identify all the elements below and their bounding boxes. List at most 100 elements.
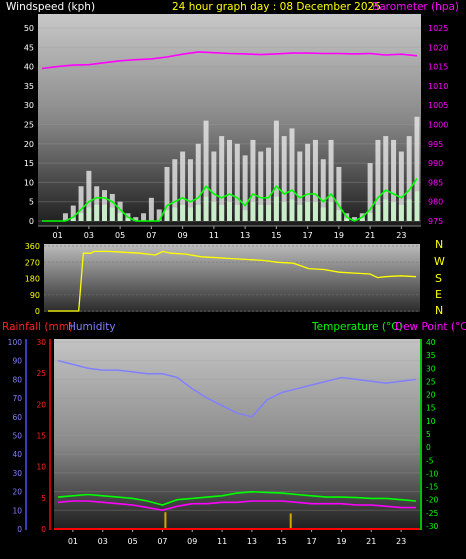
windspeed-tick: 40: [24, 63, 34, 72]
windspeed-axis-title: Windspeed (kph): [6, 1, 95, 13]
barometer-tick: 995: [428, 140, 443, 149]
windspeed-tick: 50: [24, 24, 34, 33]
wind-average-line: [42, 178, 418, 222]
wind-series: [41, 51, 420, 222]
temperature-tick: 20: [426, 391, 436, 400]
wind-gust-bar: [195, 143, 201, 221]
temperature-tick: -5: [426, 456, 434, 465]
temperature-tick: -20: [426, 496, 438, 505]
wind-avg-band: [86, 207, 92, 221]
temperature-tick: 15: [426, 404, 436, 413]
wind-avg-band: [258, 204, 264, 221]
temp-x-tick-labels: 01 03 05 07 09 11 13 15 17 19 21 23: [68, 529, 406, 546]
wind-avg-band: [391, 202, 397, 221]
x-tick-label: 03: [98, 537, 108, 546]
wind-gust-bar: [86, 170, 92, 221]
wind-avg-band: [359, 218, 365, 221]
x-tick-label: 07: [146, 231, 156, 240]
x-tick-label: 17: [303, 231, 313, 240]
windspeed-tick: 5: [29, 198, 34, 207]
compass-label-e: E: [435, 288, 442, 301]
wind-gust-bar: [297, 151, 303, 221]
wind-gust-bar: [187, 159, 193, 221]
rainfall-tick: 25: [36, 369, 46, 378]
barometer-tick: 1025: [428, 24, 448, 33]
direction-tick: 180: [25, 275, 40, 284]
rainfall-tick: 0: [41, 525, 46, 534]
wind-x-tick-labels: 01 03 05 07 09 11 13 15 17 19 21 23: [53, 226, 406, 240]
wind-avg-band: [281, 202, 287, 221]
rainfall-tick: 10: [36, 463, 46, 472]
wind-avg-band: [70, 218, 76, 221]
wind-avg-band: [344, 218, 350, 221]
direction-series: [48, 250, 417, 312]
wind-gust-bar: [352, 217, 357, 221]
wind-avg-band: [289, 199, 295, 221]
wind-gust-bar: [289, 128, 295, 221]
rainfall-tick: 20: [36, 400, 46, 409]
x-tick-label: 11: [209, 231, 219, 240]
wind-gust-bar: [414, 116, 420, 221]
temperature-tick: 0: [426, 443, 431, 452]
x-tick-label: 01: [53, 231, 63, 240]
rainfall-tick: 30: [36, 338, 46, 347]
x-tick-label: 01: [68, 537, 78, 546]
dewpoint-line: [57, 500, 416, 512]
x-tick-label: 23: [396, 537, 406, 546]
barometer-tick: 1020: [428, 43, 448, 52]
wind-gust-bar: [234, 143, 240, 221]
wind-avg-band: [187, 207, 193, 221]
windspeed-tick: 20: [24, 140, 34, 149]
compass-labels: N W S E N: [434, 238, 445, 317]
wind-gust-bar: [109, 193, 115, 221]
temperature-tick: 30: [426, 364, 436, 373]
rainfall-tick: 5: [41, 494, 46, 503]
temperature-tick: -30: [426, 522, 438, 531]
rainfall-axis-title: Rainfall (mm): [2, 321, 73, 333]
x-tick-label: 21: [365, 231, 375, 240]
wind-gust-bar: [70, 205, 76, 221]
temperature-tick: 35: [426, 351, 436, 360]
wind-avg-band: [94, 204, 100, 221]
compass-label-w: W: [434, 255, 445, 268]
wind-gust-bar: [258, 151, 264, 221]
wind-avg-band: [125, 218, 131, 221]
x-tick-label: 07: [157, 537, 167, 546]
wind-gust-bar: [305, 143, 311, 221]
dewpoint-axis-title: Dew Point (°C): [395, 321, 466, 333]
temperature-tick-labels: -30 -25 -20 -15 -10 -5 0 5 10 15 20 25 30 35 40: [426, 338, 438, 531]
barometer-tick: 1000: [428, 121, 448, 130]
direction-tick: 0: [35, 307, 40, 316]
x-tick-label: 21: [366, 537, 376, 546]
x-tick-label: 05: [115, 231, 125, 240]
windspeed-tick-labels: 0 5 10 15 20 25 30 35 40 45 50: [24, 24, 34, 226]
barometer-tick: 980: [428, 198, 443, 207]
wind-gust-bar: [391, 139, 397, 221]
wind-gust-bar: [312, 139, 318, 221]
windspeed-tick: 15: [24, 159, 34, 168]
wind-avg-band: [406, 199, 412, 221]
wind-avg-band: [234, 204, 240, 221]
compass-label-n-bottom: N: [435, 304, 443, 317]
wind-gust-bar: [141, 213, 147, 221]
wind-gust-bar: [62, 213, 68, 221]
direction-tick: 360: [25, 242, 40, 251]
wind-gust-bar: [383, 136, 389, 221]
direction-tick: 90: [30, 291, 40, 300]
windspeed-tick: 0: [29, 217, 34, 226]
wind-gust-bar: [117, 201, 123, 221]
wind-avg-band: [336, 210, 342, 221]
wind-avg-band: [211, 202, 217, 221]
humidity-tick: 0: [17, 525, 22, 534]
direction-plot-grid: [44, 245, 420, 312]
compass-label-n-top: N: [435, 238, 443, 251]
wind-avg-band: [219, 204, 225, 221]
humidity-tick: 20: [12, 488, 22, 497]
x-tick-label: 13: [247, 537, 257, 546]
wind-gust-bar: [398, 151, 404, 221]
wind-gust-bar: [266, 147, 272, 221]
wind-gust-bar: [367, 163, 373, 221]
wind-avg-band: [398, 204, 404, 221]
wind-avg-band: [172, 207, 178, 221]
